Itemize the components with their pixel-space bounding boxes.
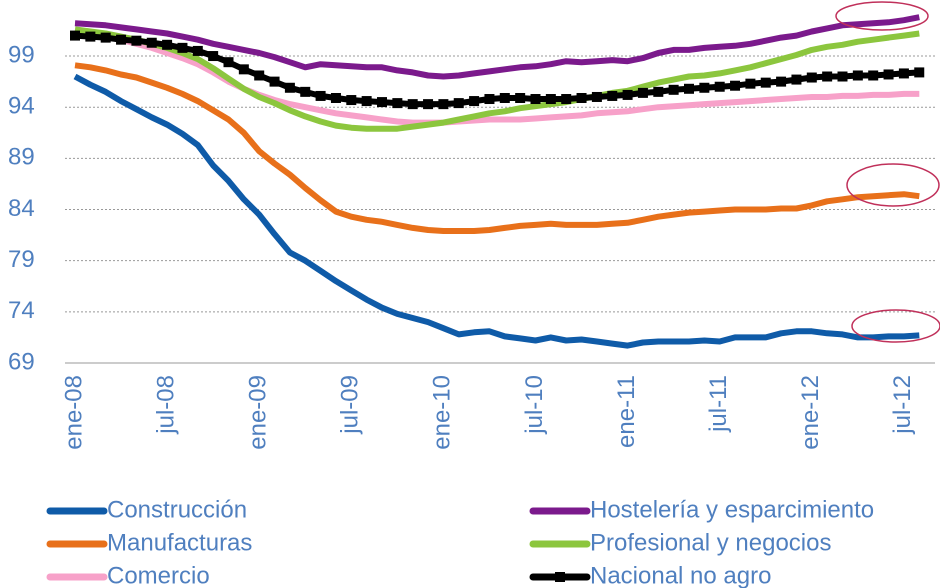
marker <box>100 32 111 43</box>
series-line <box>73 73 920 349</box>
x-tick-label: jul-09 <box>337 375 364 435</box>
x-tick-label: jul-08 <box>152 375 179 435</box>
marker <box>545 94 556 105</box>
marker <box>377 97 387 108</box>
marker <box>269 76 280 87</box>
marker <box>453 98 464 109</box>
marker <box>223 57 234 68</box>
x-tick-label: ene-08 <box>60 375 87 450</box>
x-tick-label: jul-12 <box>889 375 916 435</box>
marker <box>561 94 572 105</box>
marker <box>70 30 80 41</box>
marker <box>668 84 679 95</box>
marker <box>438 99 449 110</box>
marker <box>637 87 648 98</box>
marker <box>116 34 127 45</box>
marker <box>407 99 418 110</box>
x-tick-label: ene-11 <box>613 375 640 448</box>
marker <box>806 72 817 83</box>
marker <box>177 42 188 53</box>
marker <box>530 94 541 105</box>
marker <box>484 94 495 105</box>
legend-label: Manufacturas <box>107 529 252 556</box>
x-tick-label: jul-11 <box>705 375 732 433</box>
series-line <box>74 27 920 126</box>
marker <box>852 70 863 81</box>
marker <box>330 92 341 103</box>
marker <box>714 81 725 92</box>
marker <box>607 90 618 101</box>
x-tick-label: ene-10 <box>429 375 456 450</box>
legend-label: Nacional no agro <box>590 562 771 588</box>
legend-marker <box>555 572 565 582</box>
marker <box>300 86 311 97</box>
y-tick-label: 99 <box>8 41 35 68</box>
marker <box>146 37 157 48</box>
highlight-ellipse <box>846 163 940 207</box>
legend-label: Construcción <box>107 496 247 523</box>
marker <box>284 82 295 93</box>
y-tick-label: 69 <box>8 348 35 375</box>
y-tick-label: 94 <box>8 93 35 120</box>
marker <box>392 98 403 109</box>
marker <box>162 39 173 50</box>
marker <box>315 90 326 101</box>
series-line <box>74 26 920 132</box>
marker <box>883 69 894 80</box>
highlight-ellipse <box>835 1 929 31</box>
marker <box>822 71 833 82</box>
y-tick-label: 79 <box>8 246 35 273</box>
marker <box>684 83 694 94</box>
highlight-ellipse <box>851 309 940 343</box>
y-tick-label: 89 <box>8 144 35 171</box>
marker <box>469 96 480 107</box>
y-tick-label: 74 <box>8 297 35 324</box>
marker <box>85 31 96 42</box>
marker <box>576 92 587 103</box>
x-tick-label: ene-09 <box>245 375 272 450</box>
series-line <box>74 62 920 234</box>
marker <box>699 82 710 93</box>
marker <box>760 77 771 88</box>
marker <box>898 68 909 79</box>
marker <box>591 91 602 102</box>
marker <box>837 71 848 82</box>
marker <box>868 70 879 81</box>
marker <box>423 99 434 110</box>
marker <box>745 78 756 89</box>
legend-label: Profesional y negocios <box>590 529 831 556</box>
legend-label: Hostelería y esparcimiento <box>590 496 874 523</box>
marker <box>192 45 203 56</box>
marker <box>653 86 664 97</box>
marker <box>914 67 925 78</box>
marker <box>776 76 787 87</box>
marker <box>499 92 510 103</box>
series-line <box>74 14 920 80</box>
x-tick-label: ene-12 <box>797 375 824 450</box>
marker <box>208 51 219 62</box>
marker <box>622 89 633 100</box>
marker <box>515 92 526 103</box>
legend-label: Comercio <box>107 562 210 588</box>
marker <box>346 95 357 106</box>
marker <box>254 70 265 81</box>
y-tick-label: 84 <box>8 195 35 222</box>
x-tick-label: jul-10 <box>521 375 548 435</box>
marker <box>791 74 802 85</box>
marker <box>730 80 741 91</box>
marker <box>361 96 372 107</box>
marker <box>238 64 249 75</box>
marker <box>131 35 142 46</box>
